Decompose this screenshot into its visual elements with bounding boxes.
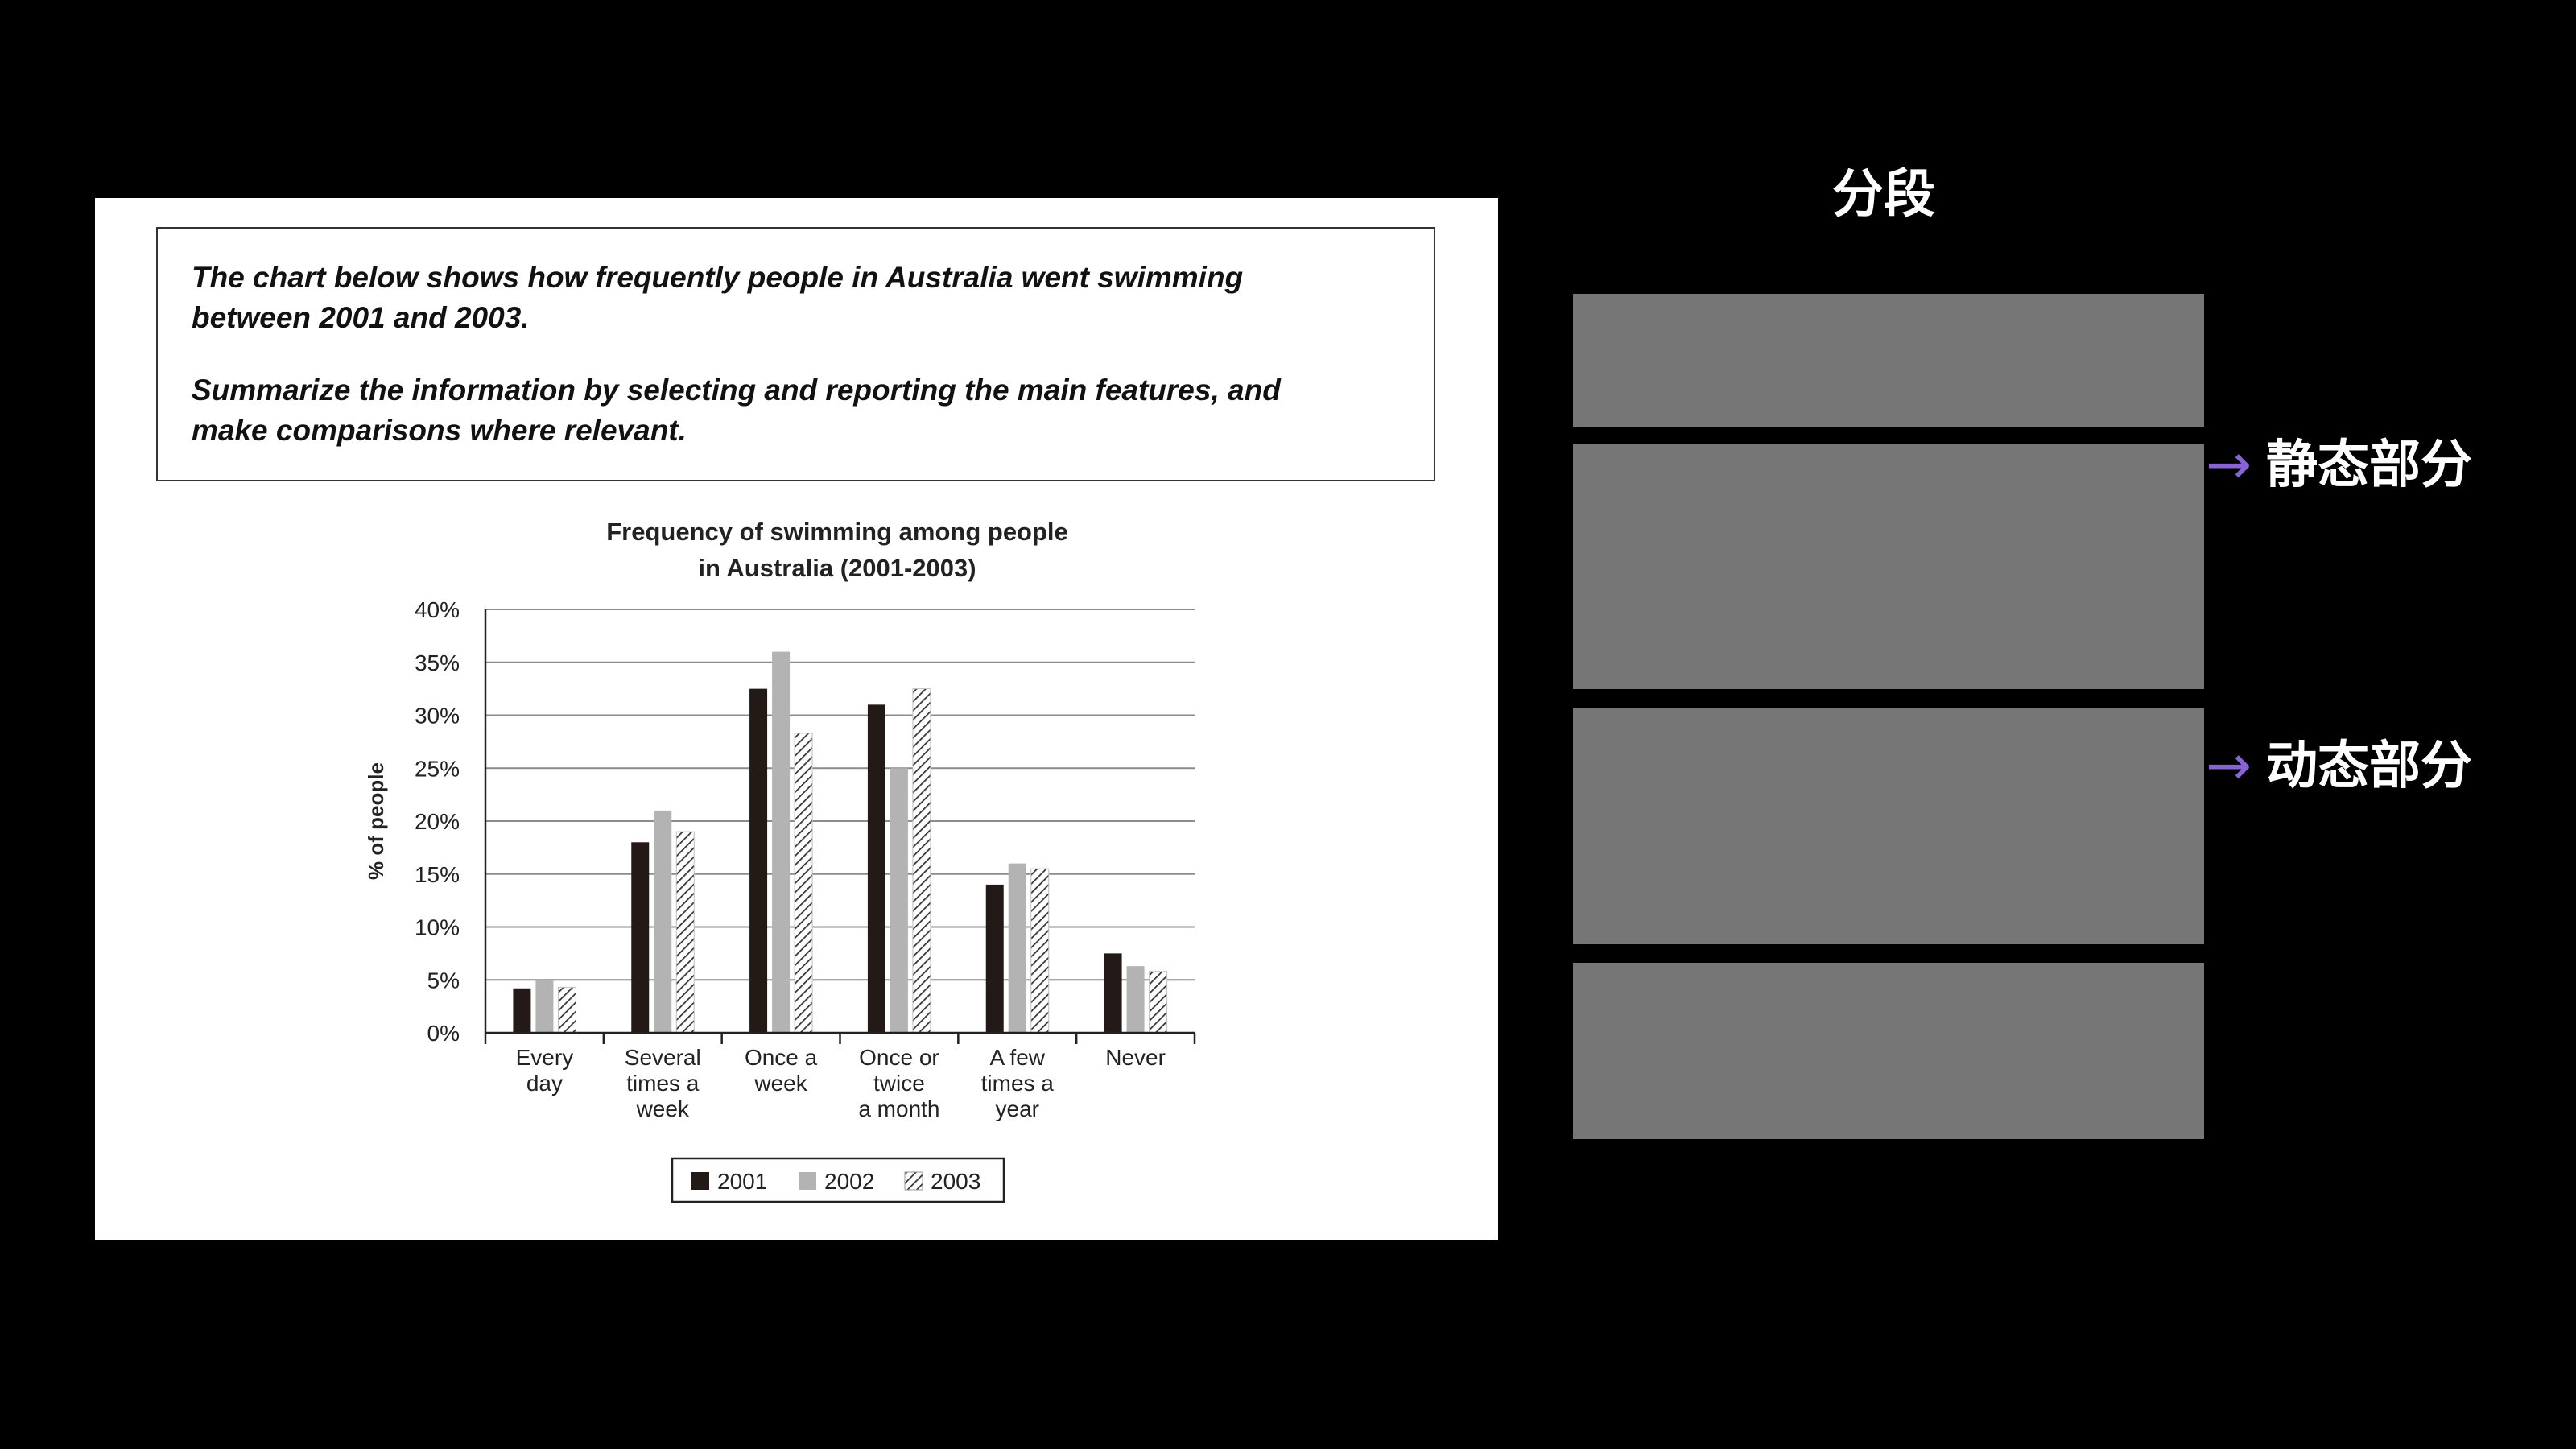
panel-title: 分段 — [1832, 165, 1935, 225]
x-tick-label: Never — [1105, 1045, 1166, 1070]
legend-box — [671, 1157, 1005, 1203]
chart-title: Frequency of swimming among people in Aus… — [606, 518, 1068, 582]
prompt-line-1: The chart below shows how frequently peo… — [192, 261, 1244, 294]
legend-swatch-2003 — [904, 1171, 923, 1191]
x-tick-label: times a — [626, 1071, 700, 1096]
x-tick-label: week — [636, 1096, 690, 1121]
segment-block-3 — [1573, 708, 2204, 944]
dynamic-part-text: 动态部分 — [2265, 737, 2472, 796]
x-tick-label: twice — [873, 1071, 925, 1096]
y-tick-label: 35% — [415, 650, 460, 675]
bar-2001-4 — [985, 884, 1004, 1033]
y-axis-label-text: % of people — [364, 762, 388, 880]
x-tick-label: Once a — [745, 1045, 818, 1070]
bar-2002-2 — [772, 651, 791, 1033]
prompt-box: The chart below shows how frequently peo… — [156, 227, 1435, 481]
bar-2001-1 — [631, 842, 650, 1033]
y-axis-tick-labels: 0% 5% 10% 15% 20% 25% 30% 35% 40% — [415, 597, 460, 1046]
y-axis-label: % of people — [364, 762, 388, 880]
bar-2001-5 — [1104, 953, 1122, 1033]
right-arrow-icon: → — [2206, 433, 2252, 497]
segment-block-4 — [1573, 963, 2204, 1139]
bar-2003-2 — [794, 733, 813, 1034]
chart-title-line: in Australia (2001-2003) — [698, 554, 976, 582]
x-tick-label: week — [753, 1071, 807, 1096]
bar-2003-4 — [1030, 868, 1050, 1034]
bar-2003-0 — [557, 986, 576, 1034]
x-tick-label: Several — [625, 1045, 701, 1070]
x-tick-label: Once or — [859, 1045, 939, 1070]
static-part-label: → 静态部分 — [2206, 438, 2472, 493]
legend-label-2001: 2001 — [717, 1169, 767, 1194]
slide-card: The chart below shows how frequently peo… — [95, 198, 1498, 1240]
swimming-frequency-chart: Frequency of swimming among people in Aus… — [364, 518, 1196, 1203]
legend-label-2003: 2003 — [931, 1169, 980, 1194]
y-tick-label: 15% — [415, 862, 460, 887]
legend-swatch-2002 — [799, 1172, 816, 1190]
bar-2003-5 — [1149, 971, 1168, 1034]
prompt-line-2: between 2001 and 2003. — [192, 301, 530, 334]
y-tick-label: 25% — [415, 756, 460, 781]
y-tick-label: 5% — [427, 968, 460, 993]
y-tick-label: 0% — [427, 1021, 460, 1046]
x-tick-label: year — [996, 1096, 1039, 1121]
bar-2002-4 — [1008, 863, 1026, 1033]
bar-2001-0 — [513, 988, 531, 1033]
bar-2003-3 — [912, 688, 931, 1034]
x-tick-label: times a — [981, 1071, 1055, 1096]
y-tick-label: 20% — [415, 809, 460, 834]
chart-bars — [513, 651, 1168, 1034]
bar-2002-1 — [654, 810, 672, 1033]
x-tick-label: A few — [990, 1045, 1046, 1070]
x-tick-label: a month — [858, 1096, 939, 1121]
chart-gridlines — [485, 609, 1195, 1034]
legend-label-2002: 2002 — [824, 1169, 874, 1194]
bar-2001-3 — [867, 704, 886, 1033]
bar-2002-3 — [890, 768, 908, 1033]
dynamic-part-label: → 动态部分 — [2206, 739, 2472, 794]
y-tick-label: 30% — [415, 704, 460, 729]
static-part-text: 静态部分 — [2265, 436, 2472, 495]
bar-2002-5 — [1126, 966, 1145, 1033]
prompt-line-3: Summarize the information by selecting a… — [192, 374, 1281, 407]
segment-block-2 — [1573, 444, 2204, 689]
chart-axes — [484, 609, 1196, 1044]
bar-2001-2 — [749, 688, 768, 1033]
y-tick-label: 10% — [415, 915, 460, 940]
right-arrow-icon: → — [2206, 734, 2252, 798]
bar-2002-0 — [535, 980, 554, 1033]
y-tick-label: 40% — [415, 597, 460, 622]
prompt-line-4: make comparisons where relevant. — [192, 414, 687, 447]
chart-legend: 2001 2002 2003 — [671, 1157, 1005, 1203]
x-tick-label: Every — [516, 1045, 574, 1070]
segment-block-1 — [1573, 294, 2204, 427]
chart-title-line: Frequency of swimming among people — [606, 518, 1068, 546]
x-tick-label: day — [526, 1071, 563, 1096]
legend-swatch-2001 — [691, 1172, 709, 1190]
bar-2003-1 — [675, 831, 695, 1034]
